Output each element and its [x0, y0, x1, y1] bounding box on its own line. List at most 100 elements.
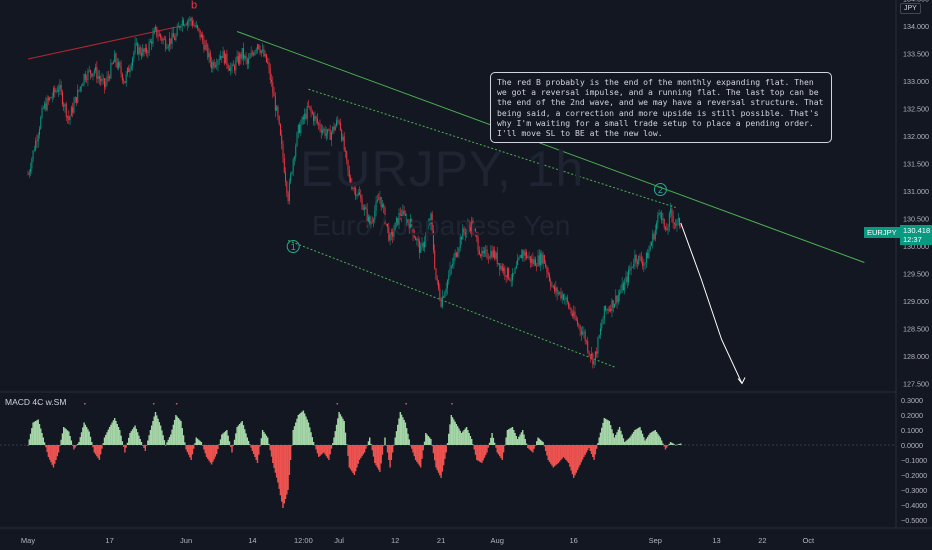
- candle-body: [147, 52, 149, 54]
- candle-body: [537, 255, 539, 267]
- macd-bar: [439, 445, 441, 476]
- macd-bar: [203, 445, 205, 450]
- time-tick-label: 13: [712, 536, 720, 545]
- macd-bar: [37, 419, 39, 445]
- candle-body: [385, 223, 387, 225]
- macd-bar: [143, 445, 145, 448]
- candle-body: [541, 253, 543, 264]
- candle-body: [297, 124, 299, 133]
- candle-body: [143, 48, 145, 52]
- candle-body: [139, 47, 141, 54]
- macd-bar: [445, 445, 447, 453]
- macd-bar: [660, 440, 663, 445]
- candle-body: [624, 282, 626, 291]
- macd-bar: [510, 427, 512, 445]
- candle-body: [425, 233, 427, 242]
- candle-body: [138, 47, 140, 55]
- macd-bar: [254, 445, 256, 457]
- macd-bar: [376, 445, 379, 468]
- macd-bar: [483, 445, 486, 458]
- macd-bar: [108, 427, 111, 445]
- macd-bar: [32, 422, 34, 445]
- candle-body: [457, 252, 459, 257]
- macd-bar: [224, 431, 227, 445]
- macd-bar: [460, 433, 463, 445]
- macd-bar: [413, 445, 416, 457]
- candle-body: [512, 273, 513, 281]
- candle-body: [334, 125, 336, 131]
- indicator-label[interactable]: MACD 4C w.SM: [5, 397, 67, 407]
- candle-body: [146, 47, 148, 53]
- macd-bar: [542, 442, 544, 445]
- macd-bar: [258, 445, 260, 455]
- macd-bar: [520, 432, 523, 445]
- candle-body: [253, 53, 255, 56]
- macd-bar: [666, 445, 668, 448]
- macd-tick-label: 0.1000: [901, 426, 923, 435]
- candle-body: [346, 151, 348, 160]
- macd-bar: [655, 431, 658, 445]
- candle-body: [271, 80, 273, 83]
- candle-body: [152, 33, 154, 45]
- macd-bar: [369, 437, 371, 445]
- macd-bar: [115, 421, 117, 445]
- macd-bar: [195, 437, 197, 445]
- candle-body: [51, 96, 53, 99]
- macd-bar: [632, 431, 635, 445]
- currency-button[interactable]: JPY: [900, 3, 921, 14]
- candle-body: [158, 34, 160, 37]
- macd-bar: [598, 437, 600, 445]
- candle-body: [438, 280, 440, 289]
- candle-body: [638, 255, 640, 264]
- candle-body: [532, 258, 534, 265]
- candle-body: [342, 136, 344, 141]
- candle-body: [355, 188, 357, 197]
- macd-bar: [497, 445, 500, 455]
- macd-bar: [289, 445, 292, 460]
- macd-bar: [42, 437, 44, 445]
- candle-body: [510, 280, 512, 281]
- macd-bar: [672, 443, 674, 445]
- candle-body: [272, 82, 274, 94]
- macd-bar: [522, 430, 524, 445]
- macd-bar: [575, 445, 577, 473]
- macd-bar: [564, 445, 566, 459]
- macd-bar: [669, 442, 672, 445]
- candle-body: [519, 254, 521, 258]
- candle-body: [112, 62, 114, 64]
- candle-body: [291, 172, 293, 175]
- candle-body: [226, 53, 228, 66]
- candle-body: [140, 53, 142, 56]
- projection-arrowhead: [737, 377, 746, 385]
- candle-body: [180, 25, 182, 28]
- macd-bar: [182, 435, 185, 445]
- macd-bar: [75, 445, 78, 446]
- candle-body: [573, 311, 575, 317]
- time-tick-label: Oct: [802, 536, 815, 545]
- candle-body: [296, 132, 298, 146]
- candle-body: [264, 54, 266, 57]
- macd-bar: [47, 445, 50, 457]
- macd-bar: [464, 428, 467, 445]
- macd-bar: [453, 419, 455, 445]
- macd-bar: [481, 445, 483, 463]
- macd-bar: [223, 432, 226, 445]
- idea-annotation[interactable]: The red B probably is the end of the mon…: [490, 72, 832, 144]
- candle-body: [444, 292, 446, 298]
- macd-bar: [501, 445, 503, 460]
- macd-bar: [235, 433, 237, 445]
- macd-bar: [205, 445, 208, 457]
- macd-bar: [83, 422, 85, 445]
- candle-body: [445, 288, 447, 293]
- macd-bar: [658, 435, 660, 445]
- candle-body: [555, 287, 557, 292]
- candle-body: [242, 48, 244, 59]
- candle-body: [490, 250, 492, 258]
- candle-body: [464, 232, 466, 235]
- candle-body: [115, 53, 117, 64]
- candle-body: [420, 245, 422, 253]
- candle-body: [92, 73, 94, 77]
- candle-body: [165, 39, 167, 49]
